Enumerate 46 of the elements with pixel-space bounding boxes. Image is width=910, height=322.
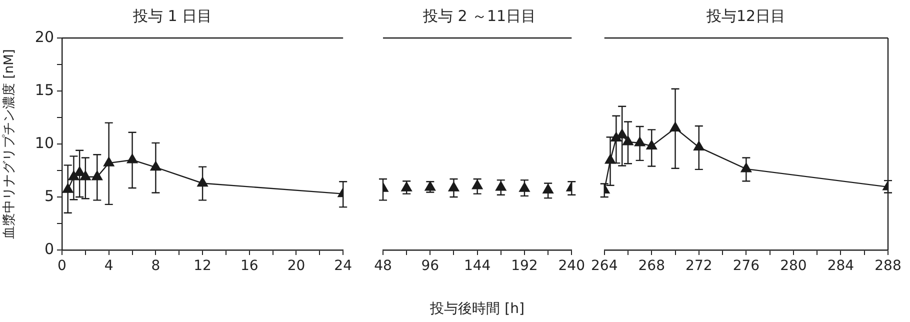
- x-tick-label: 20: [287, 258, 306, 274]
- point: [604, 154, 616, 164]
- x-tick-label: 276: [732, 258, 760, 274]
- x-tick-label: 240: [558, 258, 586, 274]
- y-axis-title: 血漿中リナグリプチン濃度 [nM]: [1, 49, 18, 239]
- point: [616, 128, 628, 138]
- point: [634, 136, 646, 146]
- y-tick-label: 20: [34, 28, 54, 46]
- x-tick-label: 288: [874, 258, 902, 274]
- chart-title: 投与 1 日目: [132, 6, 212, 25]
- point: [622, 136, 634, 146]
- chart-title: 投与 2 ～11日目: [422, 6, 536, 25]
- point: [646, 140, 657, 150]
- x-tick-label: 0: [58, 258, 66, 274]
- point: [694, 141, 704, 151]
- y-tick-label: 15: [34, 80, 54, 99]
- point: [150, 161, 162, 171]
- y-tick-label: 5: [44, 186, 54, 205]
- x-tick-label: 8: [151, 258, 160, 274]
- point: [126, 154, 138, 164]
- x-tick-label: 96: [421, 258, 440, 274]
- point: [92, 170, 102, 180]
- point: [68, 170, 80, 180]
- x-axis-title: 投与後時間 [h]: [429, 301, 524, 318]
- y-tick-label: 10: [34, 134, 54, 152]
- x-tick-label: 48: [374, 258, 392, 274]
- x-tick-label: 192: [511, 258, 538, 274]
- point: [670, 122, 681, 132]
- point: [103, 156, 114, 166]
- x-tick-label: 4: [104, 258, 114, 274]
- x-tick-label: 144: [464, 258, 491, 274]
- x-tick-label: 264: [590, 258, 618, 274]
- point: [62, 183, 74, 193]
- point: [740, 162, 752, 172]
- x-tick-label: 24: [334, 258, 352, 274]
- point: [197, 177, 208, 187]
- y-tick-label: 0: [44, 240, 54, 258]
- x-tick-label: 280: [780, 258, 807, 274]
- x-tick-label: 272: [686, 258, 712, 274]
- x-tick-label: 16: [240, 258, 258, 274]
- x-tick-label: 284: [827, 258, 854, 274]
- point: [74, 166, 85, 176]
- x-tick-label: 12: [194, 258, 212, 274]
- x-tick-label: 268: [638, 258, 665, 274]
- point: [80, 170, 91, 180]
- chart-title: 投与12日目: [705, 6, 786, 25]
